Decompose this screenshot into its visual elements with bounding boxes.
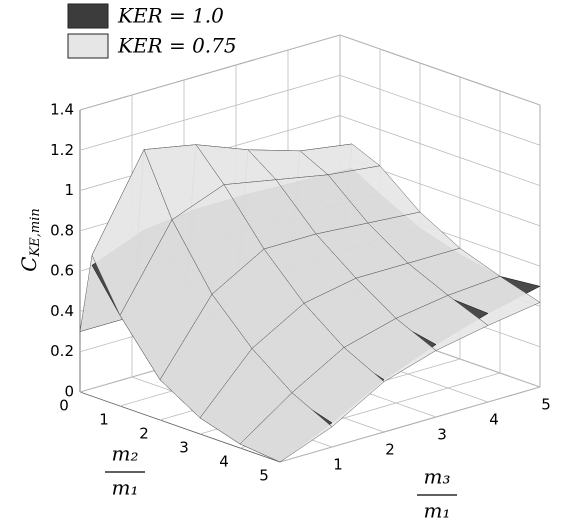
x-tick-label: 2 [139,425,149,443]
z-tick-label: 0.4 [50,302,74,320]
y-tick-label: 5 [541,396,551,414]
z-tick-label: 0.8 [50,221,74,239]
z-tick-label: 0.2 [50,342,74,360]
x-tick-label: 1 [99,411,109,429]
z-label-main: C [17,256,41,271]
z-tick-label: 1 [64,181,74,199]
labels: CKE,min m₂ m₁ m₃ m₁ [17,208,457,523]
z-tick-label: 1.4 [50,101,74,119]
y-label-denominator: m₁ [424,499,451,523]
grid-line [339,74,541,146]
legend: KER = 1.0 KER = 0.75 [67,3,237,59]
z-label-sub: KE,min [28,208,43,257]
y-tick-label: 3 [437,426,447,444]
x-label-denominator: m₁ [112,476,139,500]
grid-line [79,74,341,151]
z-tick-label: 1.2 [50,141,74,159]
grid-line [79,34,341,111]
x-label-numerator: m₂ [112,442,139,466]
surface-cell [239,392,333,463]
grid-line [279,386,541,463]
grid-line [339,34,541,106]
legend-label: KER = 1.0 [117,4,224,28]
grid-line [339,115,541,186]
y-tick-label: 2 [385,441,395,459]
x-tick-label: 0 [59,397,69,415]
axis-frame [79,391,281,463]
x-tick-label: 4 [219,453,229,471]
legend-swatch [67,3,109,29]
y-tick-label: 1 [333,456,343,474]
y-tick-label: 4 [489,411,499,429]
z-axis-label: CKE,min [17,208,43,272]
legend-label: KER = 0.75 [117,34,237,58]
surfaces [79,143,541,463]
x-tick-label: 5 [259,467,269,485]
z-tick-label: 0 [64,383,74,401]
legend-swatch [67,33,109,59]
z-tick-label: 0.6 [50,262,74,280]
y-label-numerator: m₃ [424,465,451,489]
x-tick-label: 3 [179,439,189,457]
